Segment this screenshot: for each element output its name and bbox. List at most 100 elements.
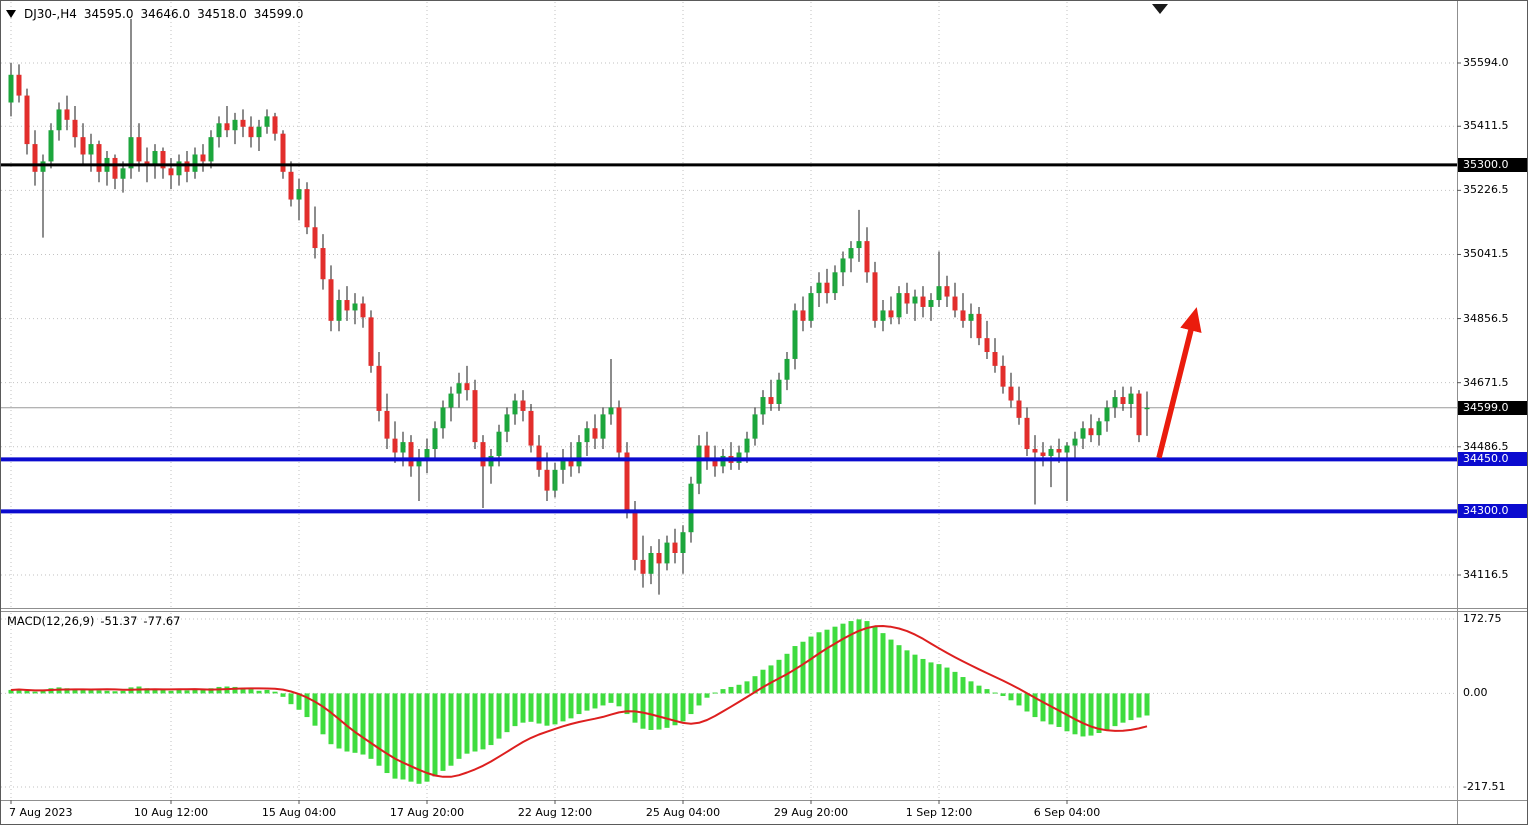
macd-bar: [392, 693, 398, 779]
candle-body: [976, 313, 982, 339]
candle-body: [712, 459, 718, 467]
candle-body: [472, 390, 478, 443]
macd-bar: [504, 693, 510, 733]
candle: [80, 123, 86, 165]
candle: [416, 449, 422, 502]
candle-body: [224, 123, 230, 131]
candle: [256, 119, 262, 152]
macd-bar: [544, 693, 550, 726]
candle-body: [208, 137, 214, 162]
macd-bar: [832, 626, 838, 694]
macd-bar: [160, 689, 166, 694]
candle: [184, 151, 190, 183]
candle-body: [304, 189, 310, 228]
macd-bar: [720, 689, 726, 694]
macd-bar: [464, 693, 470, 754]
candle-body: [168, 168, 174, 176]
candle: [584, 421, 590, 456]
candle-body: [24, 95, 30, 145]
macd-bar: [336, 693, 342, 749]
candle-body: [1056, 449, 1062, 453]
candle-body: [88, 144, 94, 155]
candle: [784, 352, 790, 391]
candle-body: [8, 74, 14, 103]
candle: [432, 421, 438, 460]
candle-body: [880, 310, 886, 321]
macd-bar: [552, 693, 558, 725]
macd-bar: [752, 676, 758, 694]
legend-open: 34595.0: [83, 7, 134, 21]
candle: [664, 535, 670, 571]
candle-body: [960, 310, 966, 321]
candle: [408, 435, 414, 477]
candle: [272, 112, 278, 141]
candle-body: [776, 379, 782, 404]
candle-body: [952, 296, 958, 311]
macd-bar: [768, 665, 774, 694]
macd-bar: [816, 632, 822, 694]
candle: [576, 435, 582, 474]
candle-body: [808, 293, 814, 321]
macd-bar: [704, 693, 710, 698]
candle: [552, 462, 558, 498]
candle-body: [992, 352, 998, 366]
candle-body: [576, 442, 582, 467]
candle-body: [312, 227, 318, 249]
candle-body: [288, 171, 294, 200]
macd-bar: [592, 693, 598, 709]
macd-bar: [1120, 693, 1126, 723]
candle-body: [384, 410, 390, 439]
candle-body: [1000, 365, 1006, 387]
macd-bar: [904, 650, 910, 694]
candle: [280, 130, 286, 179]
candle-body: [280, 133, 286, 172]
macd-main-value: -51.37: [100, 614, 138, 628]
candle: [1096, 417, 1102, 446]
candle-body: [928, 300, 934, 307]
candle-body: [872, 272, 878, 321]
candle: [696, 435, 702, 495]
candle-body: [672, 542, 678, 553]
candle-body: [688, 483, 694, 533]
macd-signal-line: [10, 625, 1148, 778]
candle: [1040, 442, 1046, 467]
candle: [368, 310, 374, 373]
macd-bar: [600, 693, 606, 706]
macd-bar: [1080, 693, 1086, 737]
candle-body: [552, 469, 558, 491]
trend-arrow[interactable]: [1156, 307, 1202, 459]
macd-bar: [624, 693, 630, 715]
candle: [168, 157, 174, 190]
candle: [592, 414, 598, 450]
candle: [120, 161, 126, 193]
candle: [840, 251, 846, 287]
candle-body: [448, 393, 454, 408]
macd-bar: [1064, 693, 1070, 732]
candle-body: [936, 286, 942, 301]
candle-body: [416, 459, 422, 467]
candle: [768, 379, 774, 411]
candle: [488, 449, 494, 484]
candle-body: [640, 559, 646, 574]
macd-bar: [912, 654, 918, 694]
macd-bar: [856, 619, 862, 694]
macd-bar: [1136, 693, 1142, 718]
candle-body: [200, 154, 206, 162]
candle-body: [112, 157, 118, 179]
macd-histogram: [8, 619, 1150, 784]
candle-body: [352, 303, 358, 311]
macd-bar: [808, 636, 814, 694]
legend-close: 34599.0: [253, 7, 304, 21]
macd-bar: [728, 686, 734, 694]
candle: [384, 393, 390, 450]
candle: [904, 282, 910, 314]
candle: [928, 293, 934, 321]
macd-bar: [928, 662, 934, 694]
macd-bar: [568, 693, 574, 719]
candle-body: [1064, 445, 1070, 453]
macd-bar: [1128, 693, 1134, 721]
macd-bar: [376, 693, 382, 766]
macd-bar: [976, 685, 982, 694]
candle: [1024, 407, 1030, 456]
